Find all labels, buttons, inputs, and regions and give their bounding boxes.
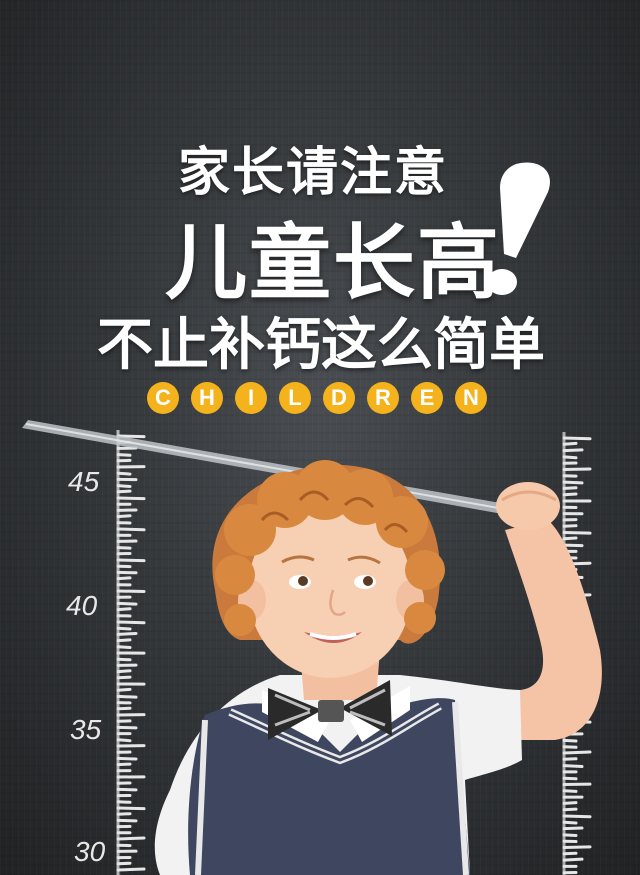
headline-line-3: 不止补钙这么简单 <box>97 300 545 381</box>
badge-letter-h: H <box>191 382 223 414</box>
exclamation-mark-icon <box>478 158 558 298</box>
badge-letter-n: N <box>455 382 487 414</box>
headline-line-1: 家长请注意 <box>178 130 448 205</box>
badge-letter-l: L <box>279 382 311 414</box>
badge-letter-i: I <box>235 382 267 414</box>
badge-letter-r: R <box>367 382 399 414</box>
badge-letter-c: C <box>147 382 179 414</box>
badge-letter-e: E <box>411 382 443 414</box>
badge-letter-d: D <box>323 382 355 414</box>
headline: 家长请注意 儿童长高 不止补钙这么简单 <box>0 0 640 430</box>
headline-line-2: 儿童长高 <box>165 196 501 315</box>
